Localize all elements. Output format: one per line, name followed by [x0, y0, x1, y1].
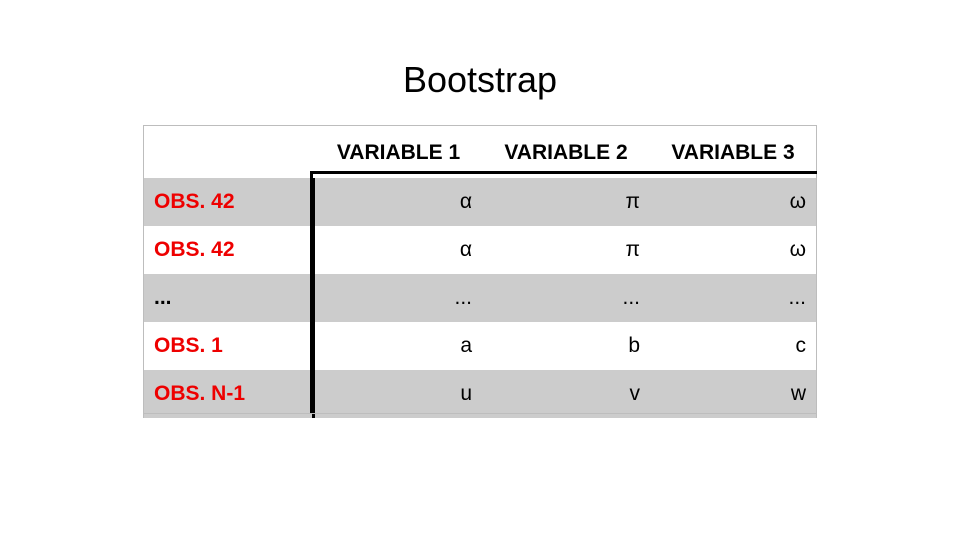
bootstrap-table: VARIABLE 1 VARIABLE 2 VARIABLE 3 OBS. 42… [143, 125, 817, 418]
table-cell: v [629, 382, 641, 405]
table-row: OBS. 42 α π ω [144, 226, 816, 274]
table-cell: b [628, 334, 640, 357]
table-cell: α [312, 178, 482, 226]
row-label-divider-line [310, 171, 313, 414]
table-body: OBS. 42 α π ω OBS. 42 α π ω ... ... ... … [144, 178, 816, 418]
table-cell: π [625, 190, 641, 213]
slide-title: Bootstrap [402, 59, 558, 100]
table-cell: α [312, 226, 482, 274]
table-cell: a [312, 322, 482, 370]
table-header-row: VARIABLE 1 VARIABLE 2 VARIABLE 3 [144, 126, 816, 178]
table-cell: ... [312, 274, 482, 322]
table-cell: ... [788, 286, 806, 309]
table-cell: w [790, 382, 806, 405]
table-cell: ω [789, 238, 806, 261]
table-cell: π [625, 238, 641, 261]
row-label: OBS. 42 [154, 238, 235, 261]
row-label: ... [154, 286, 172, 309]
table-row: OBS. N-1 u v w [144, 370, 816, 418]
table-cell: ω [789, 190, 806, 213]
table-row: OBS. 1 a b c [144, 322, 816, 370]
column-header-variable-1: VARIABLE 1 [336, 140, 461, 164]
table-cell: ... [622, 286, 640, 309]
header-divider-line [310, 171, 817, 174]
table-bottom-border [143, 413, 817, 414]
row-label: OBS. N-1 [154, 382, 246, 405]
table-cell: u [312, 370, 482, 418]
table-corner-cell [144, 126, 312, 175]
table-cell: c [795, 334, 807, 357]
row-label: OBS. 1 [154, 334, 223, 357]
table-row: OBS. 42 α π ω [144, 178, 816, 226]
row-label: OBS. 42 [154, 190, 235, 213]
column-header-variable-2: VARIABLE 2 [504, 140, 628, 164]
column-header-variable-3: VARIABLE 3 [671, 140, 795, 164]
table-row: ... ... ... ... [144, 274, 816, 322]
